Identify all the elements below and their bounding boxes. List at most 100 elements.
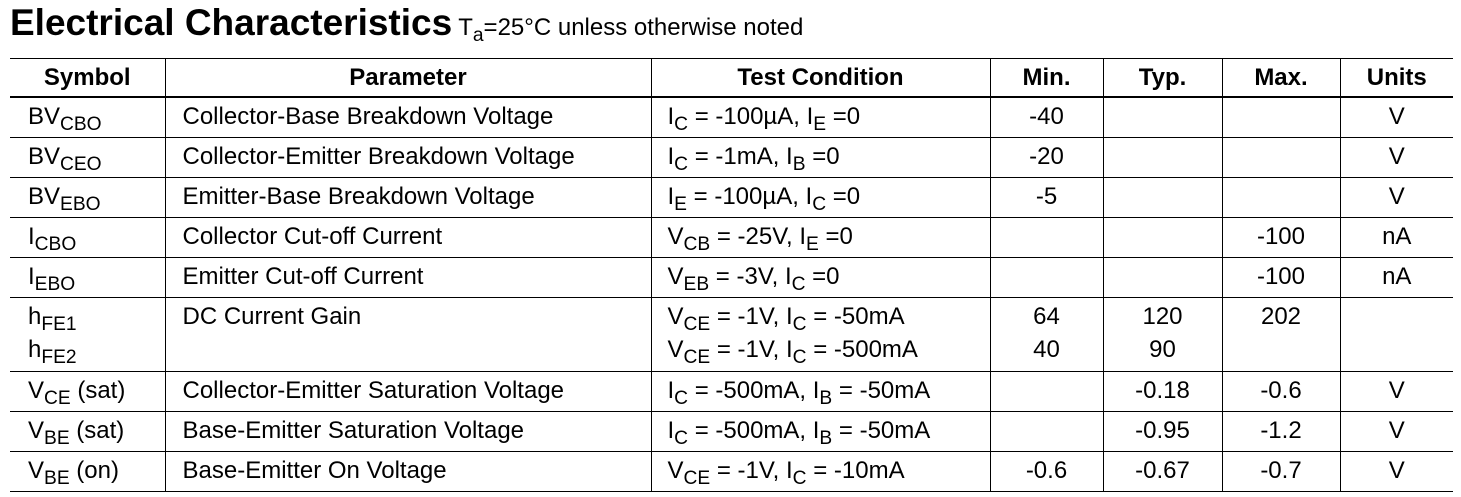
text-run: -100 [1256,223,1306,250]
cell-line: IE = -100µA, IC =0 [652,178,990,215]
text-run: V [667,457,684,484]
text-run: Collector-Base Breakdown Voltage [182,103,554,130]
cell-line: V [1341,452,1454,487]
cell-line: -20 [991,138,1103,173]
table-cell: V [1339,137,1453,178]
text-run: = -50mA [806,303,905,330]
cell-line: -5 [991,178,1103,213]
subscript: C [812,193,827,215]
text-run: V [1388,377,1405,404]
subscript: C [674,113,689,135]
table-cell [1102,177,1222,218]
cell-line: VBE (on) [10,452,165,488]
text-run: -0.95 [1135,417,1190,444]
cell-line: -0.95 [1104,412,1222,447]
cell-line: -0.7 [1223,452,1340,487]
text-run: = -1V, I [710,303,793,330]
table-cell: V [1339,451,1454,492]
cell-line: IEBO [10,258,165,294]
text-run: V [667,263,684,290]
cell-line: hFE1 [10,298,165,334]
table-cell: VCE = -1V, IC = -50mA VCE = -1V, IC = -50… [650,297,990,372]
table-cell: VEB = -3V, IC =0 [650,257,990,298]
text-run: I [667,377,675,404]
table-cell: -0.95 [1102,411,1222,452]
table-cell: -5 [989,177,1103,218]
text-run: h [28,303,42,330]
text-run: (on) [69,457,119,484]
text-run: 40 [1033,336,1060,363]
text-run: nA [1382,223,1412,250]
table-cell: -0.18 [1102,371,1222,412]
cell-line: 120 [1104,298,1222,333]
text-run: BV [28,103,61,130]
subscript: C [674,427,689,449]
text-run: I [667,103,675,130]
column-header: Parameter [164,58,651,98]
cell-line: VCB = -25V, IE =0 [652,218,990,255]
text-run: DC Current Gain [182,303,362,330]
table-cell [1102,97,1222,138]
table-cell: -0.67 [1102,451,1222,492]
text-run: I [667,143,675,170]
subscript: C [792,467,807,489]
column-header: Symbol [10,58,165,98]
column-header: Max. [1221,58,1340,98]
table-cell: V [1339,97,1453,138]
text-run: I [667,183,675,210]
text-run: BV [28,183,61,210]
text-run: = -1mA, I [688,143,793,170]
table-cell [1339,297,1453,372]
subscript: E [806,233,819,255]
text-run: V [1388,103,1405,130]
cell-line: VCE = -1V, IC = -10mA [652,452,990,489]
table-cell: VBE (on) [10,451,165,492]
table-cell [989,371,1103,412]
subscript: FE2 [41,346,77,368]
cell-line: Collector Cut-off Current [166,218,651,253]
text-run: = -100µA, I [686,183,813,210]
title: Electrical Characteristics [10,2,453,43]
table-cell: VCB = -25V, IE =0 [650,217,990,258]
text-run: -1.2 [1260,417,1302,444]
table-cell: IC = -1mA, IB =0 [650,137,990,178]
text-run: V [28,417,45,444]
text-run: 64 [1033,303,1060,330]
cell-line: V [1341,412,1454,447]
cell-line: 40 [991,333,1103,366]
cell-line: nA [1341,258,1454,293]
cell-line: 90 [1104,333,1222,366]
table-cell: nA [1339,217,1453,258]
text-run: V [667,303,684,330]
text-run: V [28,377,45,404]
table-cell [989,257,1103,298]
text-run: -0.7 [1260,457,1302,484]
text-run: = -100µA, I [688,103,814,130]
text-run: Collector-Emitter Breakdown Voltage [182,143,575,170]
table-cell: Emitter Cut-off Current [164,257,651,298]
note: Ta=25°C unless otherwise noted [458,14,803,45]
table-cell: -20 [989,137,1103,178]
table-cell: IC = -500mA, IB = -50mA [650,371,990,412]
text-run: =0 [826,103,861,130]
table-cell: Collector Cut-off Current [164,217,651,258]
table-row: VBE (sat) Base-Emitter Saturation Voltage… [10,411,1454,452]
cell-line: -1.2 [1223,412,1340,447]
cell-line: V [1341,178,1454,213]
table-cell: V [1339,177,1454,218]
subscript: EB [683,273,710,295]
text-run: V [1388,457,1405,484]
cell-line: -0.18 [1104,372,1222,407]
cell-line: IC = -500mA, IB = -50mA [652,372,990,408]
text-run: (sat) [69,417,125,444]
cell-line: DC Current Gain [166,298,651,333]
table-cell: Collector-Emitter Breakdown Voltage [164,137,651,178]
text-run: -0.67 [1135,457,1190,484]
text-run: -100 [1256,263,1306,290]
text-run: -0.6 [1025,457,1068,484]
text-run: Base-Emitter Saturation Voltage [182,417,525,444]
cell-line: Base-Emitter On Voltage [166,452,651,487]
text-run: = -1V, I [710,457,793,484]
cell-line: -100 [1223,218,1340,253]
column-header: Test Condition [650,58,990,98]
